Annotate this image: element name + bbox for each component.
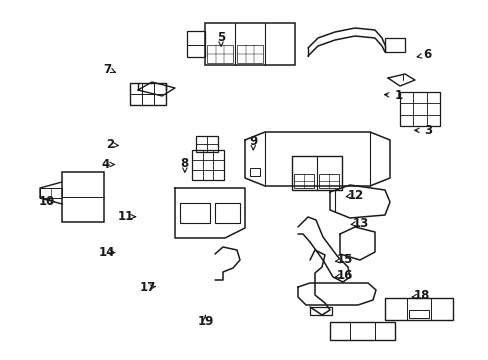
- Bar: [204, 23, 294, 65]
- Text: 6: 6: [423, 48, 431, 61]
- Bar: [318, 174, 338, 188]
- Bar: [384, 38, 404, 52]
- Bar: [206, 45, 232, 63]
- Bar: [309, 307, 331, 315]
- Bar: [130, 83, 165, 105]
- Text: 13: 13: [352, 217, 368, 230]
- Text: 5: 5: [217, 31, 224, 44]
- Bar: [249, 168, 260, 176]
- Bar: [62, 172, 104, 222]
- Bar: [186, 31, 204, 57]
- Text: 4: 4: [101, 158, 109, 171]
- Text: 17: 17: [139, 281, 156, 294]
- Bar: [196, 136, 218, 152]
- Text: 15: 15: [336, 253, 352, 266]
- Text: 8: 8: [181, 157, 188, 170]
- Text: 9: 9: [249, 135, 257, 148]
- Text: 18: 18: [412, 289, 429, 302]
- Text: 3: 3: [423, 124, 431, 137]
- Bar: [399, 92, 439, 126]
- Text: 14: 14: [98, 246, 115, 258]
- Bar: [384, 298, 452, 320]
- Text: 1: 1: [394, 89, 402, 102]
- Text: 11: 11: [118, 210, 134, 223]
- Text: 16: 16: [336, 269, 352, 282]
- Bar: [192, 150, 224, 180]
- Bar: [40, 188, 62, 198]
- Text: 2: 2: [106, 138, 114, 151]
- Bar: [215, 203, 240, 223]
- Text: 12: 12: [347, 189, 364, 202]
- Text: 7: 7: [103, 63, 111, 76]
- Text: 10: 10: [38, 195, 55, 208]
- Bar: [180, 203, 209, 223]
- Bar: [293, 174, 313, 188]
- Bar: [329, 322, 394, 340]
- Text: 19: 19: [197, 315, 213, 328]
- Bar: [291, 156, 341, 190]
- Bar: [237, 45, 263, 63]
- Bar: [408, 310, 428, 318]
